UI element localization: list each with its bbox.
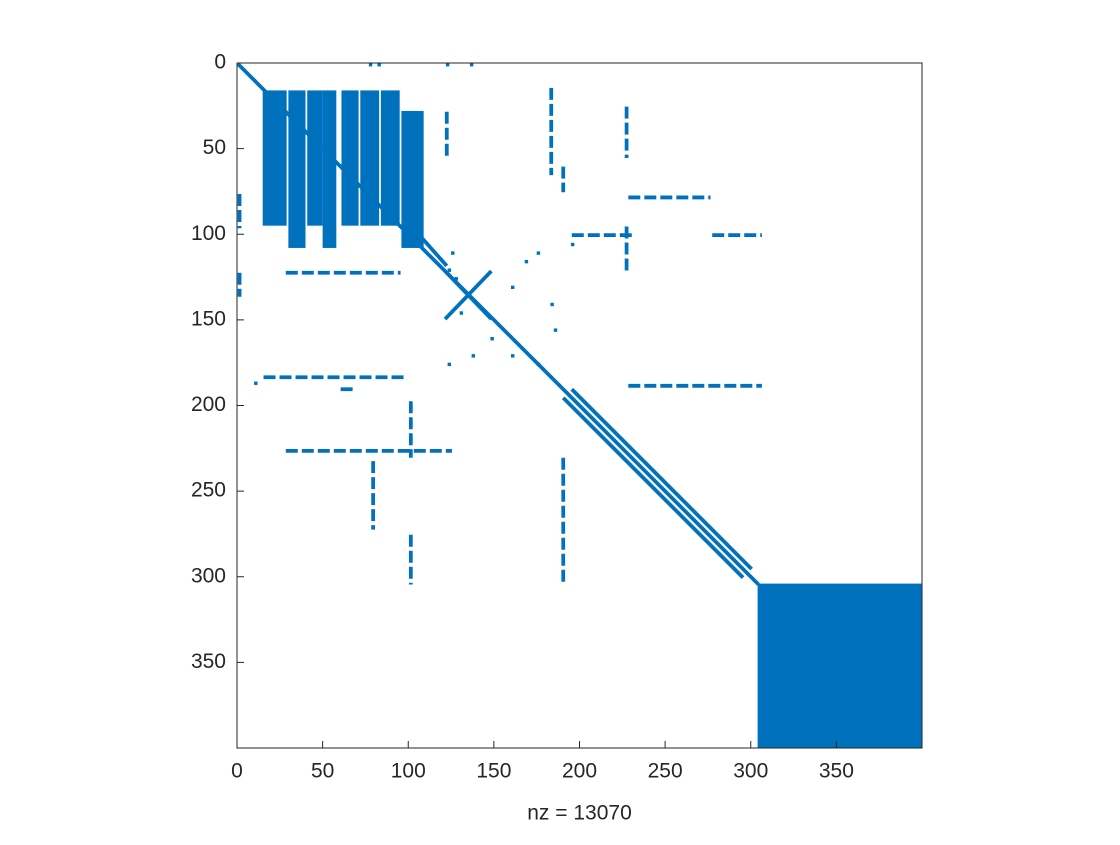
nonzero (469, 63, 474, 67)
x-tick-label: 50 (311, 760, 334, 783)
y-tick-label: 100 (191, 222, 226, 245)
nonzero (536, 251, 541, 255)
nonzero-run (417, 233, 449, 268)
nonzero-run (561, 396, 745, 579)
x-tick-label: 150 (476, 760, 511, 783)
nonzero (553, 328, 558, 332)
plot-area (237, 63, 922, 748)
nonzero (368, 63, 373, 67)
x-tick-label: 200 (562, 760, 597, 783)
nonzero (254, 381, 258, 385)
y-tick-label: 250 (191, 479, 226, 502)
y-tick-label: 50 (203, 136, 226, 159)
nonzero (490, 337, 494, 341)
nonzero-block (757, 583, 922, 748)
nonzero (459, 311, 464, 315)
nonzero-run (570, 387, 753, 571)
x-tick-label: 100 (391, 760, 426, 783)
nonzero (447, 362, 452, 367)
nonzero-block (360, 90, 380, 226)
x-axis-label: nz = 13070 (527, 802, 632, 825)
nonzero (550, 302, 554, 307)
nonzero-block (288, 90, 306, 248)
x-tick-label: 350 (819, 760, 854, 783)
y-tick-label: 150 (191, 307, 226, 330)
y-tick-label: 0 (214, 51, 226, 74)
nonzero-block (262, 90, 287, 226)
nonzero (377, 63, 381, 67)
nonzero (511, 354, 515, 358)
nonzero-block (380, 90, 400, 226)
nonzero (454, 277, 458, 281)
nonzero (524, 259, 529, 264)
nonzero-block (401, 110, 424, 248)
nonzero (447, 268, 452, 272)
y-tick-label: 300 (191, 564, 226, 587)
nonzero (451, 251, 455, 255)
y-tick-label: 350 (191, 650, 226, 673)
nonzero-block (322, 90, 337, 248)
x-tick-label: 250 (648, 760, 683, 783)
nonzero-run (237, 63, 760, 586)
nonzero-run (443, 269, 493, 321)
nonzero (511, 285, 515, 290)
nonzero (445, 63, 450, 67)
nonzero-block (307, 90, 323, 226)
y-tick-label: 200 (191, 393, 226, 416)
nonzero-block (341, 90, 359, 226)
nonzero (570, 242, 575, 247)
nonzero (471, 354, 476, 358)
x-tick-label: 0 (231, 760, 243, 783)
nonzero (536, 362, 541, 367)
x-tick-label: 300 (733, 760, 768, 783)
